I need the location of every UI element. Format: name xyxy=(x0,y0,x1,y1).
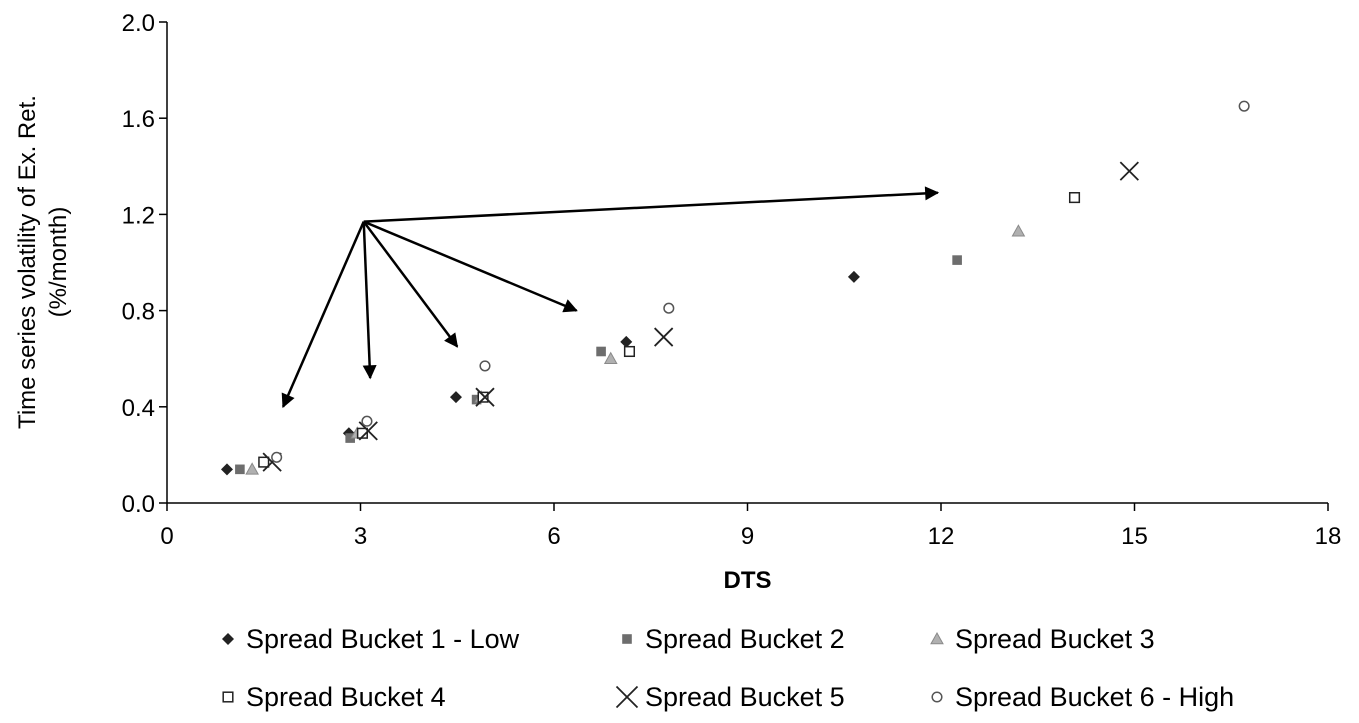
data-point xyxy=(479,360,491,372)
data-point xyxy=(356,427,368,439)
legend-marker xyxy=(222,691,234,703)
series-6 xyxy=(271,100,1250,463)
legend-item: Spread Bucket 3 xyxy=(930,624,1155,654)
y-axis-title-line-2: (%/month) xyxy=(45,207,72,318)
legend-marker xyxy=(622,634,632,644)
y-axis-title-line-1: Time series volatility of Ex. Ret. xyxy=(14,95,41,429)
data-point xyxy=(847,270,860,283)
y-tick-label: 1.2 xyxy=(122,202,155,229)
legend: Spread Bucket 1 - Low Spread Bucket 2 Spre… xyxy=(222,624,1234,712)
x-stroke xyxy=(475,387,495,407)
annotation-arrow xyxy=(362,221,377,380)
x-tick-label: 6 xyxy=(547,523,560,550)
legend-item: Spread Bucket 6 - High xyxy=(931,682,1234,712)
data-point xyxy=(1011,224,1026,237)
data-point xyxy=(654,327,674,347)
data-point xyxy=(1238,100,1250,112)
legend-label: Spread Bucket 2 xyxy=(645,624,845,654)
tick-labels: 0 3 6 9 12 15 18 0.0 0.4 0.8 1.2 1.6 2.0 xyxy=(122,10,1342,550)
data-point xyxy=(1119,161,1139,181)
data-point xyxy=(358,421,378,441)
data-point xyxy=(596,346,606,357)
data-point xyxy=(361,415,373,427)
data-point xyxy=(449,391,462,404)
data-point xyxy=(620,335,633,348)
y-tick-label: 0.8 xyxy=(122,299,155,326)
legend-label: Spread Bucket 5 xyxy=(645,682,845,712)
legend-marker xyxy=(930,631,944,645)
data-point xyxy=(1068,192,1081,204)
x-tick-label: 0 xyxy=(160,523,173,550)
annotation-arrow xyxy=(363,186,940,223)
x-axis-title: DTS xyxy=(724,567,772,594)
data-point xyxy=(220,463,233,476)
legend-item: Spread Bucket 5 xyxy=(615,682,845,712)
x-tick-label: 9 xyxy=(741,523,754,550)
series-4 xyxy=(258,192,1081,468)
data-point xyxy=(623,345,636,358)
y-tick-label: 0.4 xyxy=(122,395,155,422)
y-tick-label: 0.0 xyxy=(122,491,155,518)
data-point xyxy=(245,462,259,475)
annotation-arrow xyxy=(363,220,578,313)
x-stroke xyxy=(615,685,639,709)
legend-item: Spread Bucket 4 xyxy=(222,682,446,712)
legend-marker xyxy=(222,633,234,645)
annotation-arrows xyxy=(281,186,940,409)
series-1 xyxy=(220,270,860,476)
annotation-arrow xyxy=(362,220,459,348)
data-point xyxy=(477,391,489,403)
annotation-arrow xyxy=(281,221,365,409)
legend-marker xyxy=(615,685,639,709)
x-tick-label: 15 xyxy=(1121,523,1148,550)
data-points xyxy=(220,100,1250,476)
x-stroke xyxy=(358,421,378,441)
legend-item: Spread Bucket 2 xyxy=(622,624,845,654)
axes xyxy=(159,21,1329,511)
data-point xyxy=(345,433,355,443)
legend-marker xyxy=(931,691,943,703)
data-point xyxy=(475,387,495,407)
x-tick-label: 18 xyxy=(1315,523,1342,550)
legend-item: Spread Bucket 1 - Low xyxy=(222,624,520,654)
series-5 xyxy=(262,161,1139,472)
y-tick-label: 2.0 xyxy=(122,10,155,37)
legend-label: Spread Bucket 6 - High xyxy=(955,682,1234,712)
x-tick-label: 12 xyxy=(928,523,955,550)
data-point xyxy=(663,302,675,314)
data-point xyxy=(603,351,618,364)
x-stroke xyxy=(1119,161,1139,181)
x-stroke xyxy=(654,327,674,347)
legend-label: Spread Bucket 1 - Low xyxy=(246,624,520,654)
y-tick-label: 1.6 xyxy=(122,106,155,133)
data-point xyxy=(235,464,245,475)
series-2 xyxy=(235,255,962,475)
data-point xyxy=(258,456,270,468)
legend-label: Spread Bucket 3 xyxy=(955,624,1155,654)
data-point xyxy=(271,451,283,463)
legend-label: Spread Bucket 4 xyxy=(246,682,446,712)
data-point xyxy=(952,255,962,265)
x-tick-label: 3 xyxy=(354,523,367,550)
